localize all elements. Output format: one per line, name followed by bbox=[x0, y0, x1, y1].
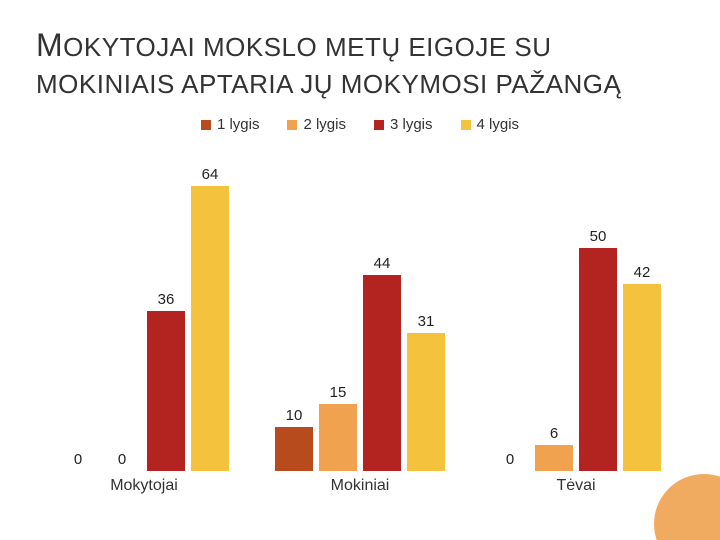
title-line-2: MOKINIAIS APTARIA JŲ MOKYMOSI PAŽANGĄ bbox=[36, 67, 684, 102]
bar-wrap: 6 bbox=[535, 425, 573, 472]
bar-value-label: 0 bbox=[74, 451, 82, 469]
legend-swatch bbox=[201, 120, 211, 130]
bar-value-label: 0 bbox=[506, 451, 514, 469]
xaxis-label: Mokiniai bbox=[252, 471, 468, 499]
legend-label: 1 lygis bbox=[217, 116, 260, 133]
legend-swatch bbox=[374, 120, 384, 130]
chart-group: 10 15 44 31 bbox=[252, 139, 468, 471]
legend-item: 3 lygis bbox=[374, 116, 433, 133]
chart-xaxis: MokytojaiMokiniaiTėvai bbox=[36, 471, 684, 499]
bar-wrap: 64 bbox=[191, 166, 229, 471]
bar-wrap: 31 bbox=[407, 313, 445, 471]
title-line-1: MOKYTOJAI MOKSLO METŲ EIGOJE SU bbox=[36, 24, 684, 67]
bar-wrap: 0 bbox=[103, 451, 141, 471]
bar-wrap: 44 bbox=[363, 255, 401, 471]
bar-value-label: 15 bbox=[330, 384, 347, 402]
legend-swatch bbox=[287, 120, 297, 130]
bar bbox=[579, 248, 617, 471]
title-rest: OKYTOJAI MOKSLO METŲ EIGOJE SU bbox=[63, 32, 551, 62]
bar bbox=[535, 445, 573, 472]
chart-group: 0 0 36 64 bbox=[36, 139, 252, 471]
bar bbox=[319, 404, 357, 471]
bar-wrap: 15 bbox=[319, 384, 357, 471]
bar-wrap: 10 bbox=[275, 407, 313, 472]
bar bbox=[407, 333, 445, 471]
legend-item: 1 lygis bbox=[201, 116, 260, 133]
chart-group: 0 6 50 42 bbox=[468, 139, 684, 471]
legend-swatch bbox=[461, 120, 471, 130]
bar-wrap: 36 bbox=[147, 291, 185, 471]
bar-wrap: 50 bbox=[579, 228, 617, 471]
chart-groups: 0 0 36 64 10 15 44 31 0 6 50 42 bbox=[36, 139, 684, 471]
page-title: MOKYTOJAI MOKSLO METŲ EIGOJE SU MOKINIAI… bbox=[36, 24, 684, 102]
legend-label: 4 lygis bbox=[477, 116, 520, 133]
legend-label: 2 lygis bbox=[303, 116, 346, 133]
bar-wrap: 0 bbox=[491, 451, 529, 471]
bar-wrap: 42 bbox=[623, 264, 661, 471]
bar-value-label: 36 bbox=[158, 291, 175, 309]
bar bbox=[147, 311, 185, 471]
bar-wrap: 0 bbox=[59, 451, 97, 471]
bar-value-label: 50 bbox=[590, 228, 607, 246]
bar-value-label: 44 bbox=[374, 255, 391, 273]
chart-plot: 0 0 36 64 10 15 44 31 0 6 50 42 bbox=[36, 139, 684, 471]
bar bbox=[623, 284, 661, 471]
bar bbox=[275, 427, 313, 472]
bar-chart: 0 0 36 64 10 15 44 31 0 6 50 42 MokytojaiMokiniaiTė… bbox=[36, 139, 684, 499]
xaxis-label: Mokytojai bbox=[36, 471, 252, 499]
legend-item: 2 lygis bbox=[287, 116, 346, 133]
bar-value-label: 42 bbox=[634, 264, 651, 282]
xaxis-label: Tėvai bbox=[468, 471, 684, 499]
chart-legend: 1 lygis 2 lygis 3 lygis 4 lygis bbox=[36, 116, 684, 133]
bar bbox=[191, 186, 229, 471]
legend-item: 4 lygis bbox=[461, 116, 520, 133]
title-cap: M bbox=[36, 27, 63, 63]
bar bbox=[363, 275, 401, 471]
bar-value-label: 31 bbox=[418, 313, 435, 331]
bar-value-label: 64 bbox=[202, 166, 219, 184]
bar-value-label: 10 bbox=[286, 407, 303, 425]
legend-label: 3 lygis bbox=[390, 116, 433, 133]
bar-value-label: 6 bbox=[550, 425, 558, 443]
bar-value-label: 0 bbox=[118, 451, 126, 469]
